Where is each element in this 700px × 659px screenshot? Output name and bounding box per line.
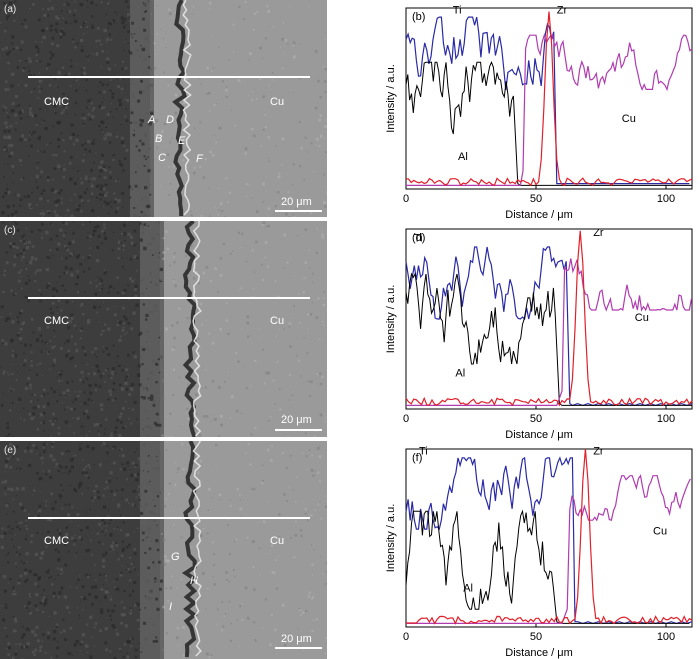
right-material-label: Cu bbox=[270, 535, 285, 547]
x-axis-label: Distance / μm bbox=[505, 209, 572, 221]
series-line-al bbox=[405, 509, 690, 624]
point-label-d: D bbox=[166, 114, 174, 126]
scale-bar bbox=[275, 647, 322, 649]
series-line-ti bbox=[405, 456, 693, 625]
series-label-cu: Cu bbox=[635, 312, 649, 324]
sem-image-c-texture bbox=[0, 221, 327, 437]
right-material-label: Cu bbox=[270, 96, 285, 108]
plot-area bbox=[405, 228, 693, 410]
line-scan-chart-f-svg: Intensity / a.u. Distance / μm 0 50 100 (f)Ti… bbox=[385, 445, 693, 659]
x-axis-label: Distance / μm bbox=[505, 647, 572, 659]
x-axis-label: Distance / μm bbox=[505, 429, 572, 441]
point-label-e: E bbox=[178, 135, 186, 147]
chart-panel-label: (f) bbox=[412, 452, 422, 464]
x-tick-label: 100 bbox=[657, 193, 675, 205]
series-label-cu: Cu bbox=[653, 525, 667, 537]
series-label-ti: Ti bbox=[414, 233, 423, 245]
series-label-al: Al bbox=[458, 151, 468, 163]
scale-bar-label: 20 μm bbox=[281, 196, 312, 208]
x-tick-label: 100 bbox=[657, 413, 675, 425]
series-line-zr bbox=[405, 448, 693, 625]
series-label-ti: Ti bbox=[419, 445, 428, 457]
point-label-a: A bbox=[148, 114, 156, 126]
x-tick-label: 50 bbox=[530, 631, 542, 643]
series-label-zr: Zr bbox=[557, 4, 568, 16]
series-line-cu bbox=[406, 474, 691, 624]
x-tick-label: 0 bbox=[403, 413, 409, 425]
y-axis-label: Intensity / a.u. bbox=[385, 504, 397, 572]
series-label-cu: Cu bbox=[622, 113, 636, 125]
series-line-ti bbox=[405, 16, 690, 185]
left-material-label: CMC bbox=[44, 535, 70, 547]
panel-label: (c) bbox=[4, 225, 16, 236]
plot-area bbox=[405, 7, 693, 190]
point-label-g: G bbox=[171, 551, 180, 563]
sem-image-e-texture bbox=[0, 441, 327, 659]
sem-image-a: (a) CMC Cu A B C D E F 20 μm bbox=[0, 0, 327, 217]
line-scan-chart-b: Intensity / a.u. Distance / μm 0 50 100 (b) Ti… bbox=[350, 0, 700, 221]
left-material-label: CMC bbox=[44, 96, 70, 108]
series-label-al: Al bbox=[463, 582, 473, 594]
scale-bar bbox=[275, 429, 322, 431]
point-label-c: C bbox=[158, 152, 166, 164]
chart-panel-label: (d) bbox=[412, 232, 425, 244]
line-scan-chart-f: Intensity / a.u. Distance / μm 0 50 100 (f) Ti… bbox=[350, 441, 700, 659]
point-label-h: H bbox=[190, 575, 198, 587]
plot-area bbox=[405, 448, 693, 628]
line-scan-chart-d: Intensity / a.u. Distance / μm 0 50 100 (d) Ti… bbox=[350, 221, 700, 441]
series-line-al bbox=[405, 61, 692, 186]
point-label-i: I bbox=[169, 601, 173, 613]
x-tick-label: 0 bbox=[403, 631, 409, 643]
y-axis-label: Intensity / a.u. bbox=[385, 64, 397, 132]
series-line-al bbox=[405, 272, 692, 406]
sem-image-e: (e) CMC Cu G H I 20 μm bbox=[0, 441, 327, 659]
series-line-cu bbox=[406, 33, 693, 186]
series-label-al: Al bbox=[455, 368, 465, 380]
left-material-label: CMC bbox=[44, 315, 70, 327]
series-line-cu bbox=[406, 258, 693, 406]
sem-image-a-texture bbox=[0, 0, 327, 217]
scale-bar-label: 20 μm bbox=[281, 633, 312, 645]
scale-bar bbox=[275, 210, 322, 212]
series-line-zr bbox=[405, 230, 693, 407]
chart-panel-label: (b) bbox=[412, 11, 425, 23]
series-label-zr: Zr bbox=[593, 445, 604, 457]
series-label-zr: Zr bbox=[593, 227, 604, 239]
series-line-zr bbox=[405, 11, 693, 187]
line-scan-chart-d-svg: Intensity / a.u. Distance / μm 0 50 100 (d)Ti… bbox=[385, 227, 693, 441]
point-label-b: B bbox=[155, 133, 163, 145]
x-tick-label: 100 bbox=[657, 631, 675, 643]
point-label-f: F bbox=[196, 153, 203, 165]
x-tick-label: 50 bbox=[530, 193, 542, 205]
scale-bar-label: 20 μm bbox=[281, 414, 312, 426]
y-axis-label: Intensity / a.u. bbox=[385, 285, 397, 353]
line-scan-chart-b-svg: Intensity / a.u. Distance / μm 0 50 100 (b) Ti… bbox=[385, 4, 693, 221]
x-tick-label: 50 bbox=[530, 413, 542, 425]
sem-image-c: (c) CMC Cu 20 μm bbox=[0, 221, 327, 437]
right-material-label: Cu bbox=[270, 315, 285, 327]
panel-label: (e) bbox=[4, 445, 17, 456]
x-tick-label: 0 bbox=[403, 193, 409, 205]
panel-label: (a) bbox=[4, 4, 17, 15]
series-label-ti: Ti bbox=[453, 4, 462, 16]
